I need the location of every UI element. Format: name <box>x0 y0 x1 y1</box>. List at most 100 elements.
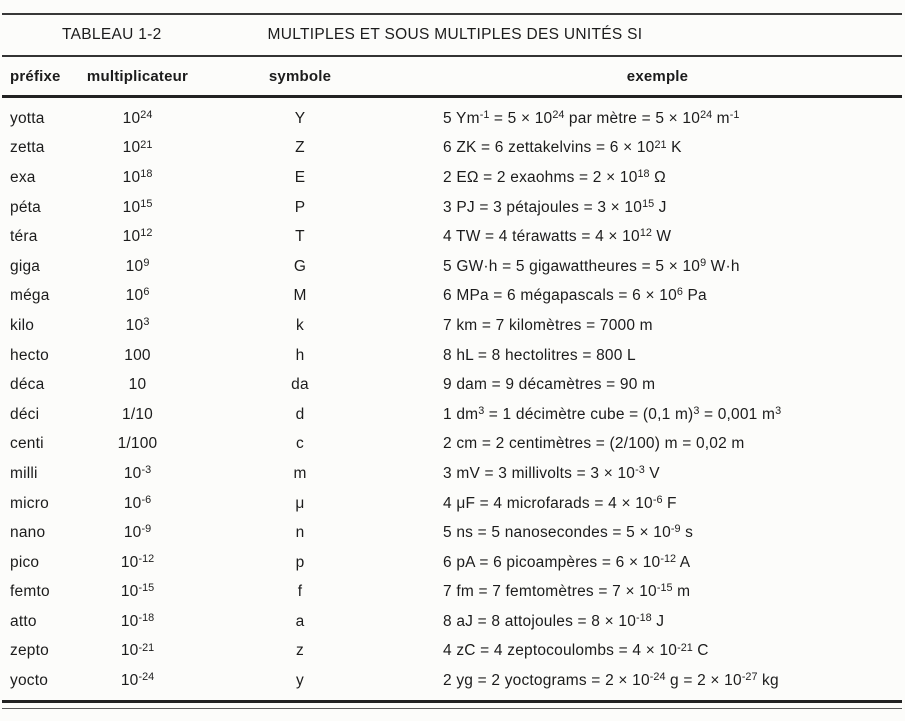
table-row: giga 109 G 5 GW·h = 5 gigawattheures = 5… <box>0 252 905 282</box>
column-header-prefixe: préfixe <box>10 67 61 85</box>
prefix-cell: déci <box>10 405 40 423</box>
multiplier-cell: 10-9 <box>123 523 152 542</box>
symbol-cell: G <box>293 257 307 275</box>
multiplier-cell: 10-12 <box>120 552 155 571</box>
symbol-cell: M <box>293 287 307 305</box>
prefix-cell: pico <box>10 553 40 571</box>
multiplier-cell: 10-24 <box>120 671 155 690</box>
multiplier-cell: 10-18 <box>120 612 155 630</box>
symbol-cell: y <box>296 672 304 690</box>
prefix-cell: méga <box>10 287 50 305</box>
prefix-cell: atto <box>10 612 37 630</box>
table-row: yocto 10-24 y 2 yg = 2 yoctograms = 2 × … <box>0 666 905 696</box>
bottom-rule-thick <box>2 700 902 703</box>
multiplier-cell: 1/100 <box>117 435 158 453</box>
symbol-cell: m <box>293 464 307 482</box>
example-cell: 5 ns = 5 nanosecondes = 5 × 10-9 s <box>443 523 694 542</box>
table-row: téra 1012 T 4 TW = 4 térawatts = 4 × 101… <box>0 222 905 252</box>
table-row: yotta 1024 Y 5 Ym-1 = 5 × 1024 par mètre… <box>0 104 905 134</box>
example-cell: 1 dm3 = 1 décimètre cube = (0,1 m)3 = 0,… <box>443 404 782 423</box>
header-divider-rule <box>2 95 902 98</box>
multiplier-cell: 1018 <box>122 168 153 186</box>
prefix-cell: yotta <box>10 109 45 127</box>
prefix-cell: giga <box>10 257 41 275</box>
symbol-cell: P <box>294 198 306 216</box>
prefix-cell: déca <box>10 376 45 394</box>
symbol-cell: n <box>295 524 305 542</box>
table-row: milli 10-3 m 3 mV = 3 millivolts = 3 × 1… <box>0 459 905 489</box>
example-cell: 5 Ym-1 = 5 × 1024 par mètre = 5 × 1024 m… <box>443 108 740 127</box>
prefix-cell: zetta <box>10 139 45 157</box>
prefix-cell: centi <box>10 435 44 453</box>
example-cell: 4 zC = 4 zeptocoulombs = 4 × 10-21 C <box>443 641 709 660</box>
prefix-cell: yocto <box>10 672 49 690</box>
prefix-cell: zepto <box>10 642 49 660</box>
example-cell: 2 EΩ = 2 exaohms = 2 × 1018 Ω <box>443 168 666 186</box>
multiplier-cell: 10-15 <box>120 582 155 601</box>
prefix-cell: exa <box>10 168 36 186</box>
symbol-cell: a <box>295 612 305 630</box>
table-row: femto 10-15 f 7 fm = 7 femtomètres = 7 ×… <box>0 578 905 608</box>
table-caption-row: TABLEAU 1-2 MULTIPLES ET SOUS MULTIPLES … <box>0 15 905 55</box>
example-cell: 3 PJ = 3 pétajoules = 3 × 1015 J <box>443 197 667 216</box>
table-title: MULTIPLES ET SOUS MULTIPLES DES UNITÉS S… <box>267 26 643 43</box>
table-row: nano 10-9 n 5 ns = 5 nanosecondes = 5 × … <box>0 518 905 548</box>
symbol-cell: h <box>295 346 305 364</box>
example-cell: 2 yg = 2 yoctograms = 2 × 10-24 g = 2 × … <box>443 671 779 690</box>
prefix-cell: milli <box>10 464 38 482</box>
symbol-cell: Z <box>295 139 305 157</box>
multiplier-cell: 103 <box>125 316 150 334</box>
table-row: péta 1015 P 3 PJ = 3 pétajoules = 3 × 10… <box>0 193 905 223</box>
example-cell: 6 MPa = 6 mégapascals = 6 × 106 Pa <box>443 286 707 305</box>
bottom-rule-thin <box>2 708 902 709</box>
multiplier-cell: 10-3 <box>123 464 152 482</box>
prefix-cell: téra <box>10 228 38 246</box>
example-cell: 7 km = 7 kilomètres = 7000 m <box>443 316 653 334</box>
column-header-symbole: symbole <box>268 67 332 85</box>
multiplier-cell: 10 <box>128 376 147 394</box>
multiplier-cell: 1/10 <box>122 405 153 423</box>
multiplier-cell: 1012 <box>122 227 153 246</box>
table-row: atto 10-18 a 8 aJ = 8 attojoules = 8 × 1… <box>0 607 905 637</box>
symbol-cell: μ <box>295 494 305 512</box>
multiplier-cell: 1021 <box>122 138 153 157</box>
multiplier-cell: 1015 <box>122 197 153 216</box>
column-header-multiplicateur: multiplicateur <box>86 67 189 85</box>
prefix-cell: micro <box>10 494 49 512</box>
table-row: zetta 1021 Z 6 ZK = 6 zettakelvins = 6 ×… <box>0 134 905 164</box>
table-row: kilo 103 k 7 km = 7 kilomètres = 7000 m <box>0 311 905 341</box>
multiplier-cell: 106 <box>125 286 150 305</box>
example-cell: 7 fm = 7 femtomètres = 7 × 10-15 m <box>443 582 691 601</box>
example-cell: 6 ZK = 6 zettakelvins = 6 × 1021 K <box>443 138 682 157</box>
symbol-cell: k <box>296 316 304 334</box>
table-row: déca 10 da 9 dam = 9 décamètres = 90 m <box>0 370 905 400</box>
table-row: zepto 10-21 z 4 zC = 4 zeptocoulombs = 4… <box>0 637 905 667</box>
example-cell: 8 aJ = 8 attojoules = 8 × 10-18 J <box>443 612 665 630</box>
symbol-cell: z <box>296 642 304 660</box>
table-row: déci 1/10 d 1 dm3 = 1 décimètre cube = (… <box>0 400 905 430</box>
example-cell: 4 TW = 4 térawatts = 4 × 1012 W <box>443 227 672 246</box>
top-rule <box>2 13 902 15</box>
symbol-cell: p <box>295 553 305 571</box>
example-cell: 2 cm = 2 centimètres = (2/100) m = 0,02 … <box>443 435 745 453</box>
prefix-cell: femto <box>10 583 50 601</box>
prefix-cell: hecto <box>10 346 49 364</box>
multiplier-cell: 1024 <box>122 108 153 127</box>
table-label: TABLEAU 1-2 <box>62 26 162 43</box>
example-cell: 3 mV = 3 millivolts = 3 × 10-3 V <box>443 464 660 482</box>
multiplier-cell: 109 <box>125 256 150 275</box>
multiplier-cell: 100 <box>124 346 151 364</box>
table-body: yotta 1024 Y 5 Ym-1 = 5 × 1024 par mètre… <box>0 98 905 696</box>
example-cell: 6 pA = 6 picoampères = 6 × 10-12 A <box>443 552 691 571</box>
example-cell: 8 hL = 8 hectolitres = 800 L <box>443 346 636 364</box>
symbol-cell: f <box>297 583 303 601</box>
table-row: méga 106 M 6 MPa = 6 mégapascals = 6 × 1… <box>0 282 905 312</box>
table-row: micro 10-6 μ 4 μF = 4 microfarads = 4 × … <box>0 489 905 519</box>
table-row: pico 10-12 p 6 pA = 6 picoampères = 6 × … <box>0 548 905 578</box>
symbol-cell: E <box>294 168 306 186</box>
prefix-cell: nano <box>10 524 46 542</box>
example-cell: 9 dam = 9 décamètres = 90 m <box>443 376 656 394</box>
symbol-cell: c <box>296 435 304 453</box>
symbol-cell: da <box>291 376 309 394</box>
